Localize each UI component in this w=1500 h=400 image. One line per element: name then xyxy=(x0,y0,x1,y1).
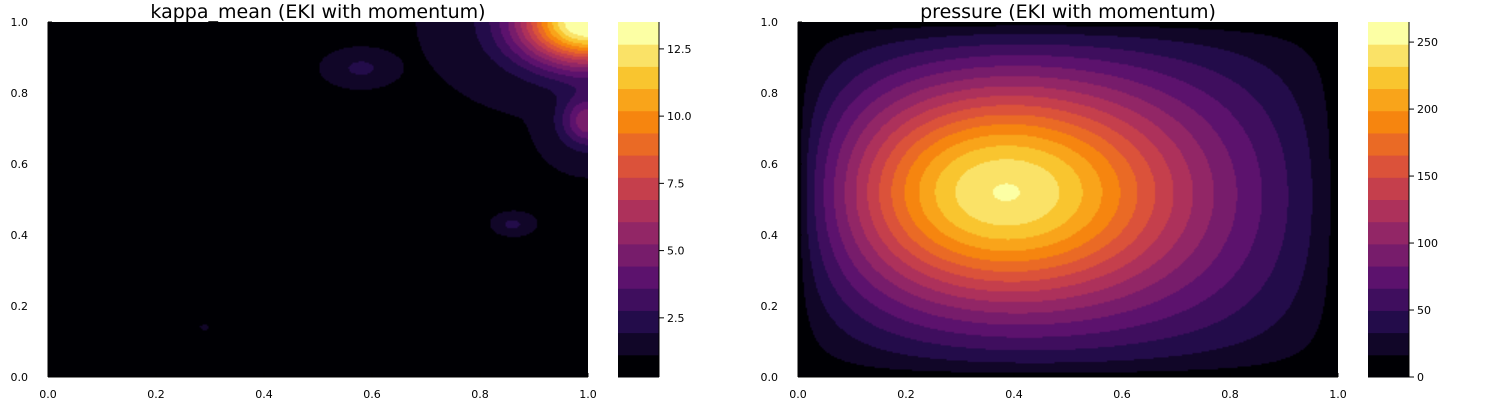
pressure-contour-field xyxy=(798,22,1338,377)
colorbar-band xyxy=(1368,332,1409,356)
pressure-panel: pressure (EKI with momentum) 0.0 0.2 0.4 0.… xyxy=(761,1,1439,400)
x-tick-label: 0.8 xyxy=(1221,388,1239,400)
pressure-title: pressure (EKI with momentum) xyxy=(920,1,1216,23)
colorbar-band xyxy=(1368,66,1409,90)
x-tick-label: 0.6 xyxy=(1113,388,1131,400)
y-tick-label: 0.4 xyxy=(11,229,29,242)
colorbar-band xyxy=(618,132,659,156)
y-tick-label: 0.6 xyxy=(11,158,29,171)
colorbar-tick-label: 200 xyxy=(1417,103,1438,116)
colorbar-band xyxy=(1368,88,1409,112)
x-tick-label: 1.0 xyxy=(579,388,597,400)
x-tick-label: 0.2 xyxy=(897,388,915,400)
colorbar-band xyxy=(1368,243,1409,267)
colorbar-tick-label: 2.5 xyxy=(667,312,685,325)
colorbar-tick-label: 150 xyxy=(1417,170,1438,183)
y-tick-label: 1.0 xyxy=(761,16,779,29)
y-tick-label: 0.8 xyxy=(11,87,29,100)
y-tick-label: 0.4 xyxy=(761,229,779,242)
x-tick-label: 0.6 xyxy=(363,388,381,400)
x-tick-label: 0.4 xyxy=(255,388,273,400)
kappa-mean-colorbar: 2.5 5.0 7.5 10.0 12.5 xyxy=(618,22,692,378)
y-tick-label: 0.0 xyxy=(761,371,779,384)
x-tick-label: 0.2 xyxy=(147,388,165,400)
colorbar-band xyxy=(618,354,659,378)
kappa-mean-panel: kappa_mean (EKI with momentum) 0.0 0.2 0.4… xyxy=(11,1,692,400)
colorbar-band xyxy=(1368,110,1409,134)
colorbar-band xyxy=(618,266,659,289)
colorbar-band xyxy=(618,155,659,178)
colorbar-band xyxy=(1368,22,1409,45)
x-tick-label: 0.8 xyxy=(471,388,489,400)
colorbar-tick-label: 10.0 xyxy=(667,110,692,123)
colorbar-band xyxy=(1368,288,1409,311)
colorbar-band xyxy=(1368,221,1409,245)
colorbar-band xyxy=(618,288,659,311)
colorbar-band xyxy=(1368,155,1409,178)
colorbar-band xyxy=(1368,266,1409,289)
colorbar-band xyxy=(1368,354,1409,378)
colorbar-band xyxy=(618,44,659,67)
colorbar-band xyxy=(618,110,659,134)
colorbar-band xyxy=(618,199,659,223)
colorbar-tick-label: 250 xyxy=(1417,36,1438,49)
colorbar-band xyxy=(618,221,659,245)
colorbar-band xyxy=(618,88,659,112)
y-tick-label: 0.2 xyxy=(761,300,779,313)
colorbar-band xyxy=(1368,132,1409,156)
colorbar-band xyxy=(618,243,659,267)
colorbar-tick-label: 100 xyxy=(1417,237,1438,250)
pressure-colorbar: 0 50 100 150 200 250 xyxy=(1368,22,1438,384)
kappa-mean-axes: 0.0 0.2 0.4 0.6 0.8 1.0 0.0 0.2 0.4 0.6 0.8 1.0 xyxy=(11,16,597,400)
colorbar-tick-label: 5.0 xyxy=(667,245,685,258)
x-tick-label: 0.0 xyxy=(789,388,807,400)
x-tick-label: 0.0 xyxy=(39,388,57,400)
colorbar-band xyxy=(618,22,659,45)
colorbar-tick-label: 0 xyxy=(1417,371,1424,384)
colorbar-band xyxy=(1368,177,1409,200)
colorbar-tick-label: 12.5 xyxy=(667,43,692,56)
pressure-axes: 0.0 0.2 0.4 0.6 0.8 1.0 0.0 0.2 0.4 0.6 0.8 1.0 xyxy=(761,16,1347,400)
colorbar-band xyxy=(618,177,659,200)
x-tick-label: 0.4 xyxy=(1005,388,1023,400)
x-tick-label: 1.0 xyxy=(1329,388,1347,400)
y-tick-label: 0.2 xyxy=(11,300,29,313)
colorbar-band xyxy=(618,332,659,356)
colorbar-band xyxy=(1368,199,1409,223)
colorbar-band xyxy=(1368,44,1409,67)
kappa-mean-title: kappa_mean (EKI with momentum) xyxy=(150,1,485,23)
kappa-mean-contour-field xyxy=(48,22,588,377)
colorbar-band xyxy=(1368,310,1409,334)
y-tick-label: 1.0 xyxy=(11,16,29,29)
colorbar-tick-label: 50 xyxy=(1417,304,1431,317)
y-tick-label: 0.6 xyxy=(761,158,779,171)
colorbar-band xyxy=(618,66,659,90)
colorbar-band xyxy=(618,310,659,334)
y-tick-label: 0.8 xyxy=(761,87,779,100)
colorbar-tick-label: 7.5 xyxy=(667,177,685,190)
y-tick-label: 0.0 xyxy=(11,371,29,384)
